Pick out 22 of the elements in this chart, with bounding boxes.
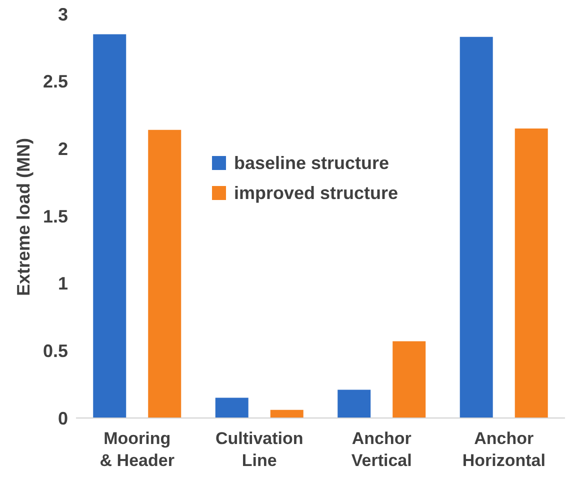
y-tick-label: 1.5 [42,206,68,226]
y-tick-label: 0.5 [42,341,68,362]
y-tick-label: 0 [58,408,68,428]
bar [514,128,548,418]
legend-label: baseline structure [234,152,390,175]
bar [270,410,304,418]
bar [392,341,426,418]
y-tick-label: 2.5 [42,72,68,92]
bar [338,390,371,418]
bar [148,130,182,418]
x-tick-label: Anchor Vertical [351,429,412,470]
bar [460,36,493,418]
legend-label: improved structure [234,182,398,205]
bar [215,398,248,418]
y-tick-label: 3 [58,4,68,24]
y-tick-label: 1 [58,274,68,294]
bar [93,34,126,418]
x-tick-label: Mooring & Header [100,429,175,470]
x-tick-label: Cultivation Line [215,429,304,470]
x-tick-label: Anchor Horizontal [462,429,546,470]
y-tick-label: 2 [58,139,68,160]
y-axis-title: Extreme load (MN) [13,138,34,296]
